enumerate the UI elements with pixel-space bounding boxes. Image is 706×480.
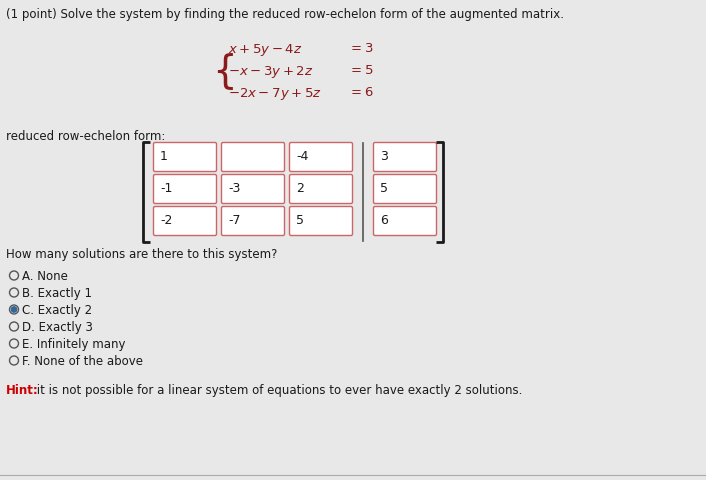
Text: 2: 2 <box>296 182 304 195</box>
Text: 5: 5 <box>380 182 388 195</box>
Text: (1 point) Solve the system by finding the reduced row-echelon form of the augmen: (1 point) Solve the system by finding th… <box>6 8 564 21</box>
Text: $= 5$: $= 5$ <box>348 64 373 77</box>
Text: $\{$: $\{$ <box>212 51 234 93</box>
Text: F. None of the above: F. None of the above <box>23 355 143 368</box>
Text: it is not possible for a linear system of equations to ever have exactly 2 solut: it is not possible for a linear system o… <box>33 384 522 397</box>
FancyBboxPatch shape <box>373 206 436 236</box>
FancyBboxPatch shape <box>373 175 436 204</box>
Text: $x + 5y - 4z$: $x + 5y - 4z$ <box>228 42 303 58</box>
FancyBboxPatch shape <box>153 143 217 171</box>
Text: $-2x - 7y + 5z$: $-2x - 7y + 5z$ <box>228 86 322 102</box>
FancyBboxPatch shape <box>289 143 352 171</box>
Text: 5: 5 <box>296 215 304 228</box>
Text: B. Exactly 1: B. Exactly 1 <box>23 287 92 300</box>
FancyBboxPatch shape <box>289 206 352 236</box>
Text: -3: -3 <box>228 182 240 195</box>
Text: $-x - 3y + 2z$: $-x - 3y + 2z$ <box>228 64 313 80</box>
Text: -7: -7 <box>228 215 241 228</box>
Text: $= 3$: $= 3$ <box>348 42 373 55</box>
Text: 3: 3 <box>380 151 388 164</box>
Text: E. Infinitely many: E. Infinitely many <box>23 338 126 351</box>
Text: $= 6$: $= 6$ <box>348 86 373 99</box>
Text: How many solutions are there to this system?: How many solutions are there to this sys… <box>6 248 277 261</box>
FancyBboxPatch shape <box>222 206 285 236</box>
FancyBboxPatch shape <box>153 175 217 204</box>
Text: C. Exactly 2: C. Exactly 2 <box>23 304 92 317</box>
Text: -4: -4 <box>296 151 309 164</box>
Text: reduced row-echelon form:: reduced row-echelon form: <box>6 130 165 143</box>
FancyBboxPatch shape <box>289 175 352 204</box>
FancyBboxPatch shape <box>153 206 217 236</box>
Text: A. None: A. None <box>23 270 68 283</box>
Text: 6: 6 <box>380 215 388 228</box>
FancyBboxPatch shape <box>222 175 285 204</box>
Circle shape <box>11 307 17 312</box>
Text: D. Exactly 3: D. Exactly 3 <box>23 321 93 334</box>
Text: -2: -2 <box>160 215 172 228</box>
Text: 1: 1 <box>160 151 168 164</box>
Text: Hint:: Hint: <box>6 384 39 397</box>
FancyBboxPatch shape <box>222 143 285 171</box>
FancyBboxPatch shape <box>373 143 436 171</box>
Text: -1: -1 <box>160 182 172 195</box>
